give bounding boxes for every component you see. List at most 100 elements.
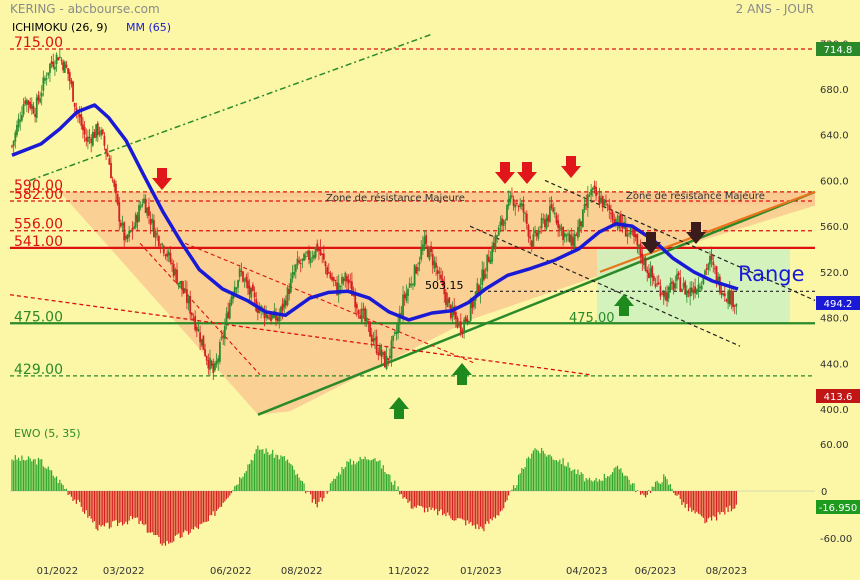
candle-body xyxy=(98,132,101,134)
candle-body xyxy=(12,140,15,147)
x-axis-tick: 06/2022 xyxy=(210,566,252,577)
candle-body xyxy=(169,253,172,263)
candle-body xyxy=(705,268,708,270)
candle-body xyxy=(75,107,78,110)
candle-body xyxy=(156,233,159,235)
candle-body xyxy=(346,276,348,282)
candle-body xyxy=(575,234,578,236)
candle-body xyxy=(468,320,470,325)
candle-body xyxy=(605,200,607,203)
candle-body xyxy=(164,254,167,256)
level-label-429: 429.00 xyxy=(14,362,63,378)
candle-body xyxy=(207,360,210,369)
candle-body xyxy=(301,258,304,261)
candle-body xyxy=(167,251,170,256)
candle-body xyxy=(266,315,269,318)
candle-body xyxy=(45,78,48,80)
candle-body xyxy=(144,198,147,213)
candle-body xyxy=(530,240,533,248)
candle-body xyxy=(359,315,362,319)
candle-body xyxy=(492,242,495,249)
candle-body xyxy=(209,357,211,370)
candle-body xyxy=(334,279,337,281)
level-label-715: 715.00 xyxy=(14,35,63,51)
green-up-arrow-1 xyxy=(389,397,409,419)
candle-body xyxy=(499,221,502,227)
candle-body xyxy=(649,268,652,278)
candle-body xyxy=(319,247,322,255)
candle-body xyxy=(124,235,127,240)
candle-body xyxy=(233,286,236,297)
candle-body xyxy=(199,332,201,343)
candle-body xyxy=(39,98,41,103)
candle-body xyxy=(390,340,393,359)
candle-body xyxy=(446,298,449,308)
price-axis-tick: 400.0 xyxy=(820,405,849,416)
red-down-arrow-4 xyxy=(561,156,581,178)
level-label-590: 590.00 xyxy=(14,178,63,194)
candle-body xyxy=(184,288,187,292)
candle-body xyxy=(268,317,271,320)
candle-body xyxy=(685,290,688,298)
candle-body xyxy=(24,100,27,104)
candle-body xyxy=(293,272,296,275)
candle-body xyxy=(62,61,65,71)
zone-label-left: Zone de résistance Majeure xyxy=(326,192,465,204)
candle-body xyxy=(395,331,398,334)
candle-body xyxy=(524,212,527,214)
candle-body xyxy=(712,261,715,265)
candle-body xyxy=(331,277,333,281)
level-503-label: 503.15 xyxy=(425,279,464,292)
candle-body xyxy=(349,280,352,282)
candle-body xyxy=(357,310,360,315)
candle-body xyxy=(425,235,428,244)
chart-title: KERING - abcbourse.com xyxy=(10,2,160,16)
candle-body xyxy=(553,212,556,215)
candle-body xyxy=(17,118,20,128)
zone-label-right: Zone de résistance Majeure xyxy=(626,190,765,202)
candle-body xyxy=(113,180,116,187)
candle-body xyxy=(291,272,294,279)
candle-body xyxy=(128,230,131,238)
candle-body xyxy=(197,329,200,332)
candle-body xyxy=(600,197,602,203)
candle-body xyxy=(228,303,231,319)
red-down-arrow-2 xyxy=(495,162,515,184)
candle-body xyxy=(418,262,421,265)
candle-body xyxy=(106,152,109,157)
candle-body xyxy=(190,312,193,316)
candle-body xyxy=(506,204,508,221)
candle-body xyxy=(136,215,139,223)
candle-body xyxy=(491,245,494,262)
candle-body xyxy=(438,271,441,274)
candle-body xyxy=(245,276,248,283)
candle-body xyxy=(143,198,145,204)
candle-body xyxy=(568,233,571,243)
candle-body xyxy=(337,283,340,295)
candle-body xyxy=(413,264,416,286)
candle-body xyxy=(388,355,391,358)
candle-body xyxy=(527,225,530,237)
candle-body xyxy=(412,284,414,286)
ewo-axis-tick: 60.00 xyxy=(820,440,849,451)
candle-body xyxy=(478,285,480,294)
candle-body xyxy=(664,291,667,300)
candle-body xyxy=(283,299,286,308)
candle-body xyxy=(16,125,18,136)
green-up-arrow-3 xyxy=(614,294,634,316)
candle-body xyxy=(454,311,457,320)
candle-body xyxy=(108,158,111,165)
candle-body xyxy=(166,253,168,257)
ewo-label: EWO (5, 35) xyxy=(14,427,81,440)
price-axis-tick: 560.0 xyxy=(820,222,849,233)
candle-body xyxy=(225,313,228,325)
candle-body xyxy=(322,253,325,260)
candle-body xyxy=(151,218,154,224)
candle-body xyxy=(403,294,406,299)
candle-body xyxy=(377,352,380,356)
candle-body xyxy=(626,234,629,237)
candle-body xyxy=(49,63,51,73)
mm-label: MM (65) xyxy=(126,21,171,34)
candle-body xyxy=(238,268,241,278)
candle-body xyxy=(641,253,644,264)
